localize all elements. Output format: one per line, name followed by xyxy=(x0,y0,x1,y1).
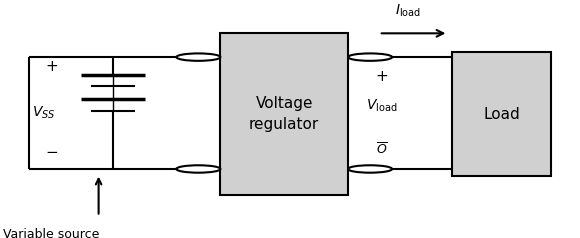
Bar xyxy=(220,33,348,195)
Text: $\overline{O}$: $\overline{O}$ xyxy=(376,142,387,158)
Ellipse shape xyxy=(348,53,392,61)
Text: $V_{\mathrm{load}}$: $V_{\mathrm{load}}$ xyxy=(366,98,397,114)
Text: Variable source: Variable source xyxy=(3,228,99,238)
Bar xyxy=(452,52,551,176)
Text: Voltage
regulator: Voltage regulator xyxy=(249,96,320,132)
Text: $V_{SS}$: $V_{SS}$ xyxy=(32,105,56,121)
Ellipse shape xyxy=(176,53,220,61)
Ellipse shape xyxy=(348,165,392,173)
Text: $I_{\mathrm{load}}$: $I_{\mathrm{load}}$ xyxy=(395,3,420,19)
Text: −: − xyxy=(46,145,59,160)
Text: +: + xyxy=(375,69,388,84)
Text: +: + xyxy=(46,59,59,74)
Ellipse shape xyxy=(176,165,220,173)
Text: Load: Load xyxy=(483,107,520,122)
